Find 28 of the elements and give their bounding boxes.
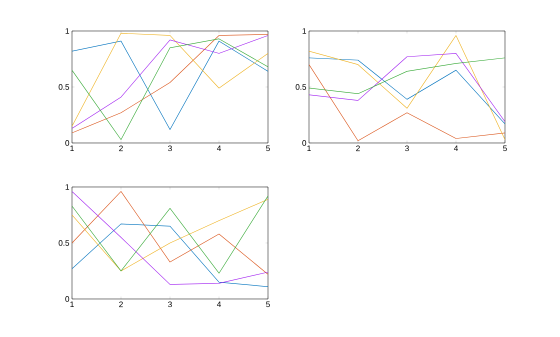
- x-tick-label: 4: [216, 146, 221, 152]
- x-tick-label: 1: [307, 146, 311, 152]
- y-tick-label: 0.5: [58, 84, 70, 90]
- x-tick-label: 3: [405, 146, 409, 152]
- y-tick-label: 0: [65, 140, 70, 146]
- y-tick-label: 1: [302, 28, 306, 34]
- x-tick-label: 5: [266, 146, 270, 152]
- y-tick-label: 0.5: [296, 84, 306, 90]
- line-series: [309, 64, 505, 142]
- y-tick-label: 1: [66, 184, 70, 190]
- x-tick-label: 4: [216, 302, 221, 308]
- y-tick-label: 0.5: [58, 240, 70, 246]
- x-tick-label: 1: [70, 146, 74, 152]
- x-tick-label: 5: [503, 146, 507, 152]
- line-series: [309, 58, 505, 94]
- x-tick-label: 2: [119, 302, 123, 308]
- x-tick-label: 4: [454, 146, 458, 152]
- x-tick-label: 1: [70, 302, 74, 308]
- x-tick-label: 2: [356, 146, 360, 152]
- x-tick-label: 5: [266, 302, 270, 308]
- x-tick-label: 2: [119, 146, 123, 152]
- line-series: [309, 35, 505, 140]
- y-tick-label: 1: [66, 28, 70, 34]
- y-tick-label: 0: [65, 296, 70, 302]
- x-tick-label: 3: [168, 146, 172, 152]
- x-tick-label: 3: [168, 302, 172, 308]
- y-tick-label: 0: [302, 140, 306, 146]
- line-series: [72, 224, 268, 287]
